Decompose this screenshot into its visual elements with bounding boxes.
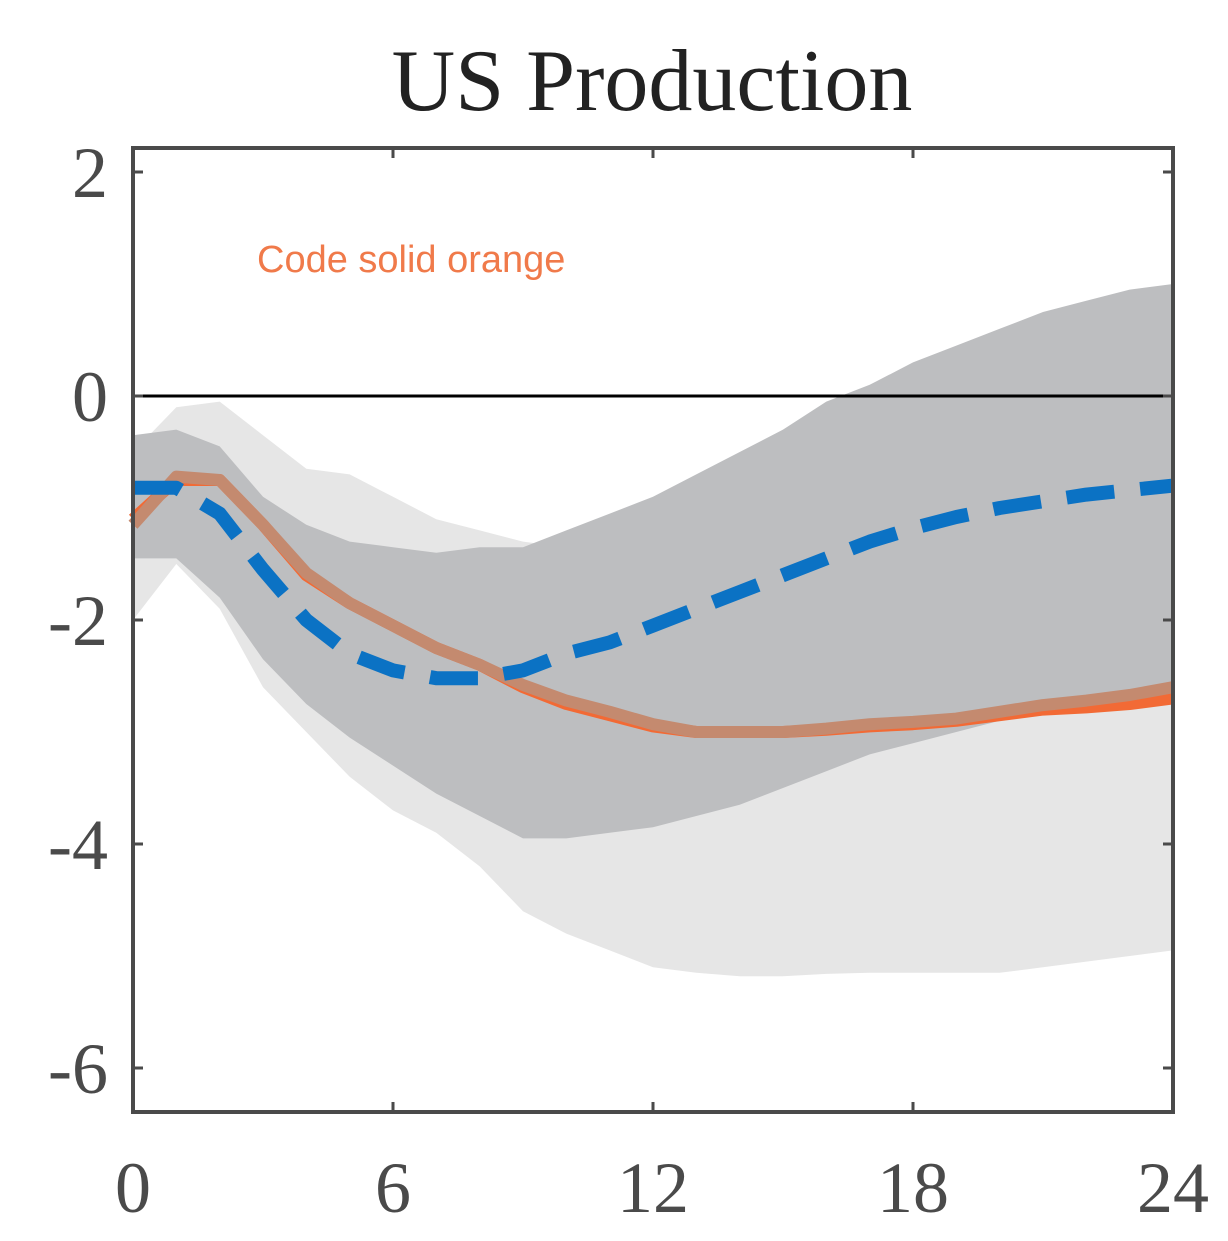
y-tick-label: -4 xyxy=(48,805,108,885)
annotation-label: Code solid orange xyxy=(257,239,565,281)
x-tick-label: 24 xyxy=(1137,1148,1209,1228)
chart-title: US Production xyxy=(392,33,913,130)
y-tick-label: 2 xyxy=(72,133,108,213)
y-tick-label: 0 xyxy=(72,357,108,437)
x-tick-label: 18 xyxy=(877,1148,949,1228)
x-tick-label: 0 xyxy=(115,1148,151,1228)
y-tick-label: -6 xyxy=(48,1029,108,1109)
series-solid-muted xyxy=(128,470,1175,738)
x-tick-label: 12 xyxy=(617,1148,689,1228)
band-dark xyxy=(133,284,1173,839)
series-dashed-blue xyxy=(133,478,1174,686)
x-tick-label: 6 xyxy=(375,1148,411,1228)
plot-area xyxy=(128,146,1175,1114)
y-tick-label: -2 xyxy=(48,581,108,661)
